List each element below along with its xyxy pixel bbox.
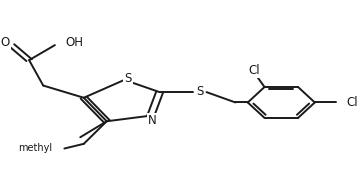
Text: O: O xyxy=(0,36,10,49)
Text: OH: OH xyxy=(66,36,84,49)
Text: S: S xyxy=(124,71,131,85)
Text: N: N xyxy=(148,114,157,127)
Text: S: S xyxy=(197,85,204,98)
Text: methyl: methyl xyxy=(18,143,52,153)
Text: Cl: Cl xyxy=(248,64,260,77)
Text: Cl: Cl xyxy=(347,96,358,109)
